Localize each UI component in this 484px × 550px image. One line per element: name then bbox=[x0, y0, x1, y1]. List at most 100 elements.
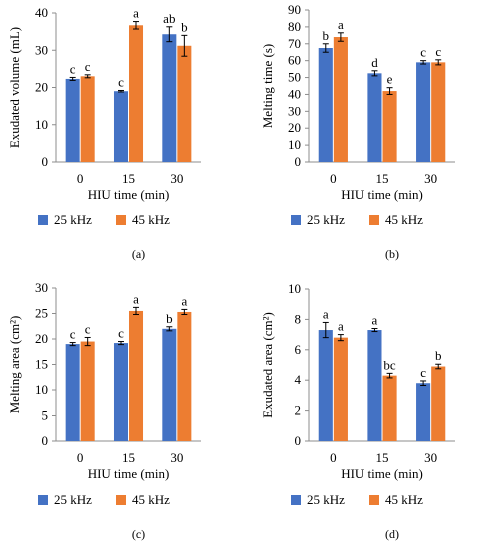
legend-label: 25 kHz bbox=[54, 492, 92, 507]
y-tick-label: 2 bbox=[295, 403, 302, 418]
x-axis-title: HIU time (min) bbox=[341, 187, 423, 202]
significance-letter: a bbox=[338, 319, 344, 334]
significance-letter: e bbox=[387, 72, 393, 87]
significance-letter: a bbox=[181, 293, 187, 308]
y-tick-label: 90 bbox=[288, 2, 301, 17]
y-tick-label: 10 bbox=[288, 281, 301, 296]
bar[interactable] bbox=[80, 76, 95, 162]
x-axis-title: HIU time (min) bbox=[341, 466, 423, 481]
y-tick-label: 15 bbox=[35, 357, 48, 372]
bar[interactable] bbox=[113, 343, 128, 441]
significance-letter: c bbox=[420, 365, 426, 380]
significance-letter: b bbox=[435, 348, 442, 363]
significance-letter: c bbox=[70, 327, 76, 342]
significance-letter: c bbox=[85, 59, 91, 74]
x-tick-label: 0 bbox=[330, 450, 337, 465]
legend-swatch bbox=[38, 495, 48, 505]
bar[interactable] bbox=[162, 34, 177, 162]
panel-label: (d) bbox=[385, 527, 399, 541]
significance-letter: c bbox=[85, 321, 91, 336]
y-tick-label: 10 bbox=[35, 382, 48, 397]
bar[interactable] bbox=[431, 366, 446, 441]
bar[interactable] bbox=[367, 73, 382, 162]
significance-letter: a bbox=[323, 306, 329, 321]
significance-letter: b bbox=[181, 19, 188, 34]
legend-swatch bbox=[291, 215, 301, 225]
x-tick-label: 15 bbox=[376, 171, 389, 186]
significance-letter: c bbox=[435, 44, 441, 59]
significance-letter: c bbox=[118, 74, 124, 89]
bar[interactable] bbox=[65, 344, 80, 441]
bar[interactable] bbox=[162, 328, 177, 441]
bar[interactable] bbox=[65, 78, 80, 162]
legend-label: 25 kHz bbox=[54, 212, 92, 227]
significance-letter: bc bbox=[383, 357, 396, 372]
bar[interactable] bbox=[129, 25, 144, 163]
x-tick-label: 30 bbox=[424, 450, 437, 465]
legend-label: 45 kHz bbox=[385, 492, 423, 507]
y-tick-label: 30 bbox=[288, 103, 301, 118]
bar[interactable] bbox=[318, 330, 333, 441]
x-tick-label: 0 bbox=[77, 450, 84, 465]
bar[interactable] bbox=[382, 91, 397, 162]
significance-letter: c bbox=[420, 45, 426, 60]
y-tick-label: 0 bbox=[295, 154, 302, 169]
bar[interactable] bbox=[416, 62, 431, 162]
y-tick-label: 20 bbox=[288, 120, 301, 135]
legend-label: 25 kHz bbox=[307, 492, 345, 507]
legend-swatch bbox=[369, 495, 379, 505]
x-axis-title: HIU time (min) bbox=[88, 466, 170, 481]
panel-label: (a) bbox=[132, 247, 145, 261]
significance-letter: b bbox=[323, 28, 330, 43]
y-axis-title: Exudated area (cm²) bbox=[260, 312, 275, 418]
bar[interactable] bbox=[80, 341, 95, 441]
y-tick-label: 0 bbox=[42, 154, 49, 169]
y-tick-label: 25 bbox=[35, 306, 48, 321]
significance-letter: d bbox=[371, 55, 378, 70]
legend-label: 25 kHz bbox=[307, 212, 345, 227]
y-tick-label: 70 bbox=[288, 36, 301, 51]
legend-swatch bbox=[116, 495, 126, 505]
y-tick-label: 50 bbox=[288, 70, 301, 85]
panel-label: (b) bbox=[385, 247, 399, 261]
y-tick-label: 40 bbox=[288, 86, 301, 101]
y-tick-label: 10 bbox=[35, 117, 48, 132]
x-tick-label: 30 bbox=[170, 171, 183, 186]
bar[interactable] bbox=[382, 375, 397, 441]
x-tick-label: 15 bbox=[376, 450, 389, 465]
bar[interactable] bbox=[333, 37, 348, 163]
y-tick-label: 0 bbox=[295, 433, 302, 448]
bar[interactable] bbox=[333, 337, 348, 441]
legend-label: 45 kHz bbox=[132, 492, 170, 507]
bar[interactable] bbox=[367, 330, 382, 441]
bar[interactable] bbox=[113, 91, 128, 162]
y-tick-label: 30 bbox=[35, 42, 48, 57]
bar[interactable] bbox=[129, 310, 144, 441]
significance-letter: a bbox=[133, 291, 139, 306]
x-axis-title: HIU time (min) bbox=[88, 187, 170, 202]
y-tick-label: 5 bbox=[42, 408, 49, 423]
y-tick-label: 10 bbox=[288, 137, 301, 152]
bar[interactable] bbox=[416, 383, 431, 441]
bar[interactable] bbox=[177, 45, 192, 162]
y-axis-title: Melting area (cm²) bbox=[7, 316, 22, 414]
bar[interactable] bbox=[177, 311, 192, 441]
bar[interactable] bbox=[431, 62, 446, 162]
y-tick-label: 6 bbox=[295, 342, 302, 357]
y-tick-label: 80 bbox=[288, 19, 301, 34]
legend-swatch bbox=[291, 495, 301, 505]
bar[interactable] bbox=[318, 48, 333, 162]
x-tick-label: 0 bbox=[330, 171, 337, 186]
y-tick-label: 20 bbox=[35, 80, 48, 95]
x-tick-label: 30 bbox=[424, 171, 437, 186]
significance-letter: c bbox=[70, 61, 76, 76]
y-tick-label: 20 bbox=[35, 331, 48, 346]
y-axis-title: Exudated volume (mL) bbox=[7, 27, 22, 148]
panel-label: (c) bbox=[132, 527, 145, 541]
legend-swatch bbox=[369, 215, 379, 225]
y-tick-label: 8 bbox=[295, 311, 302, 326]
x-tick-label: 30 bbox=[170, 450, 183, 465]
